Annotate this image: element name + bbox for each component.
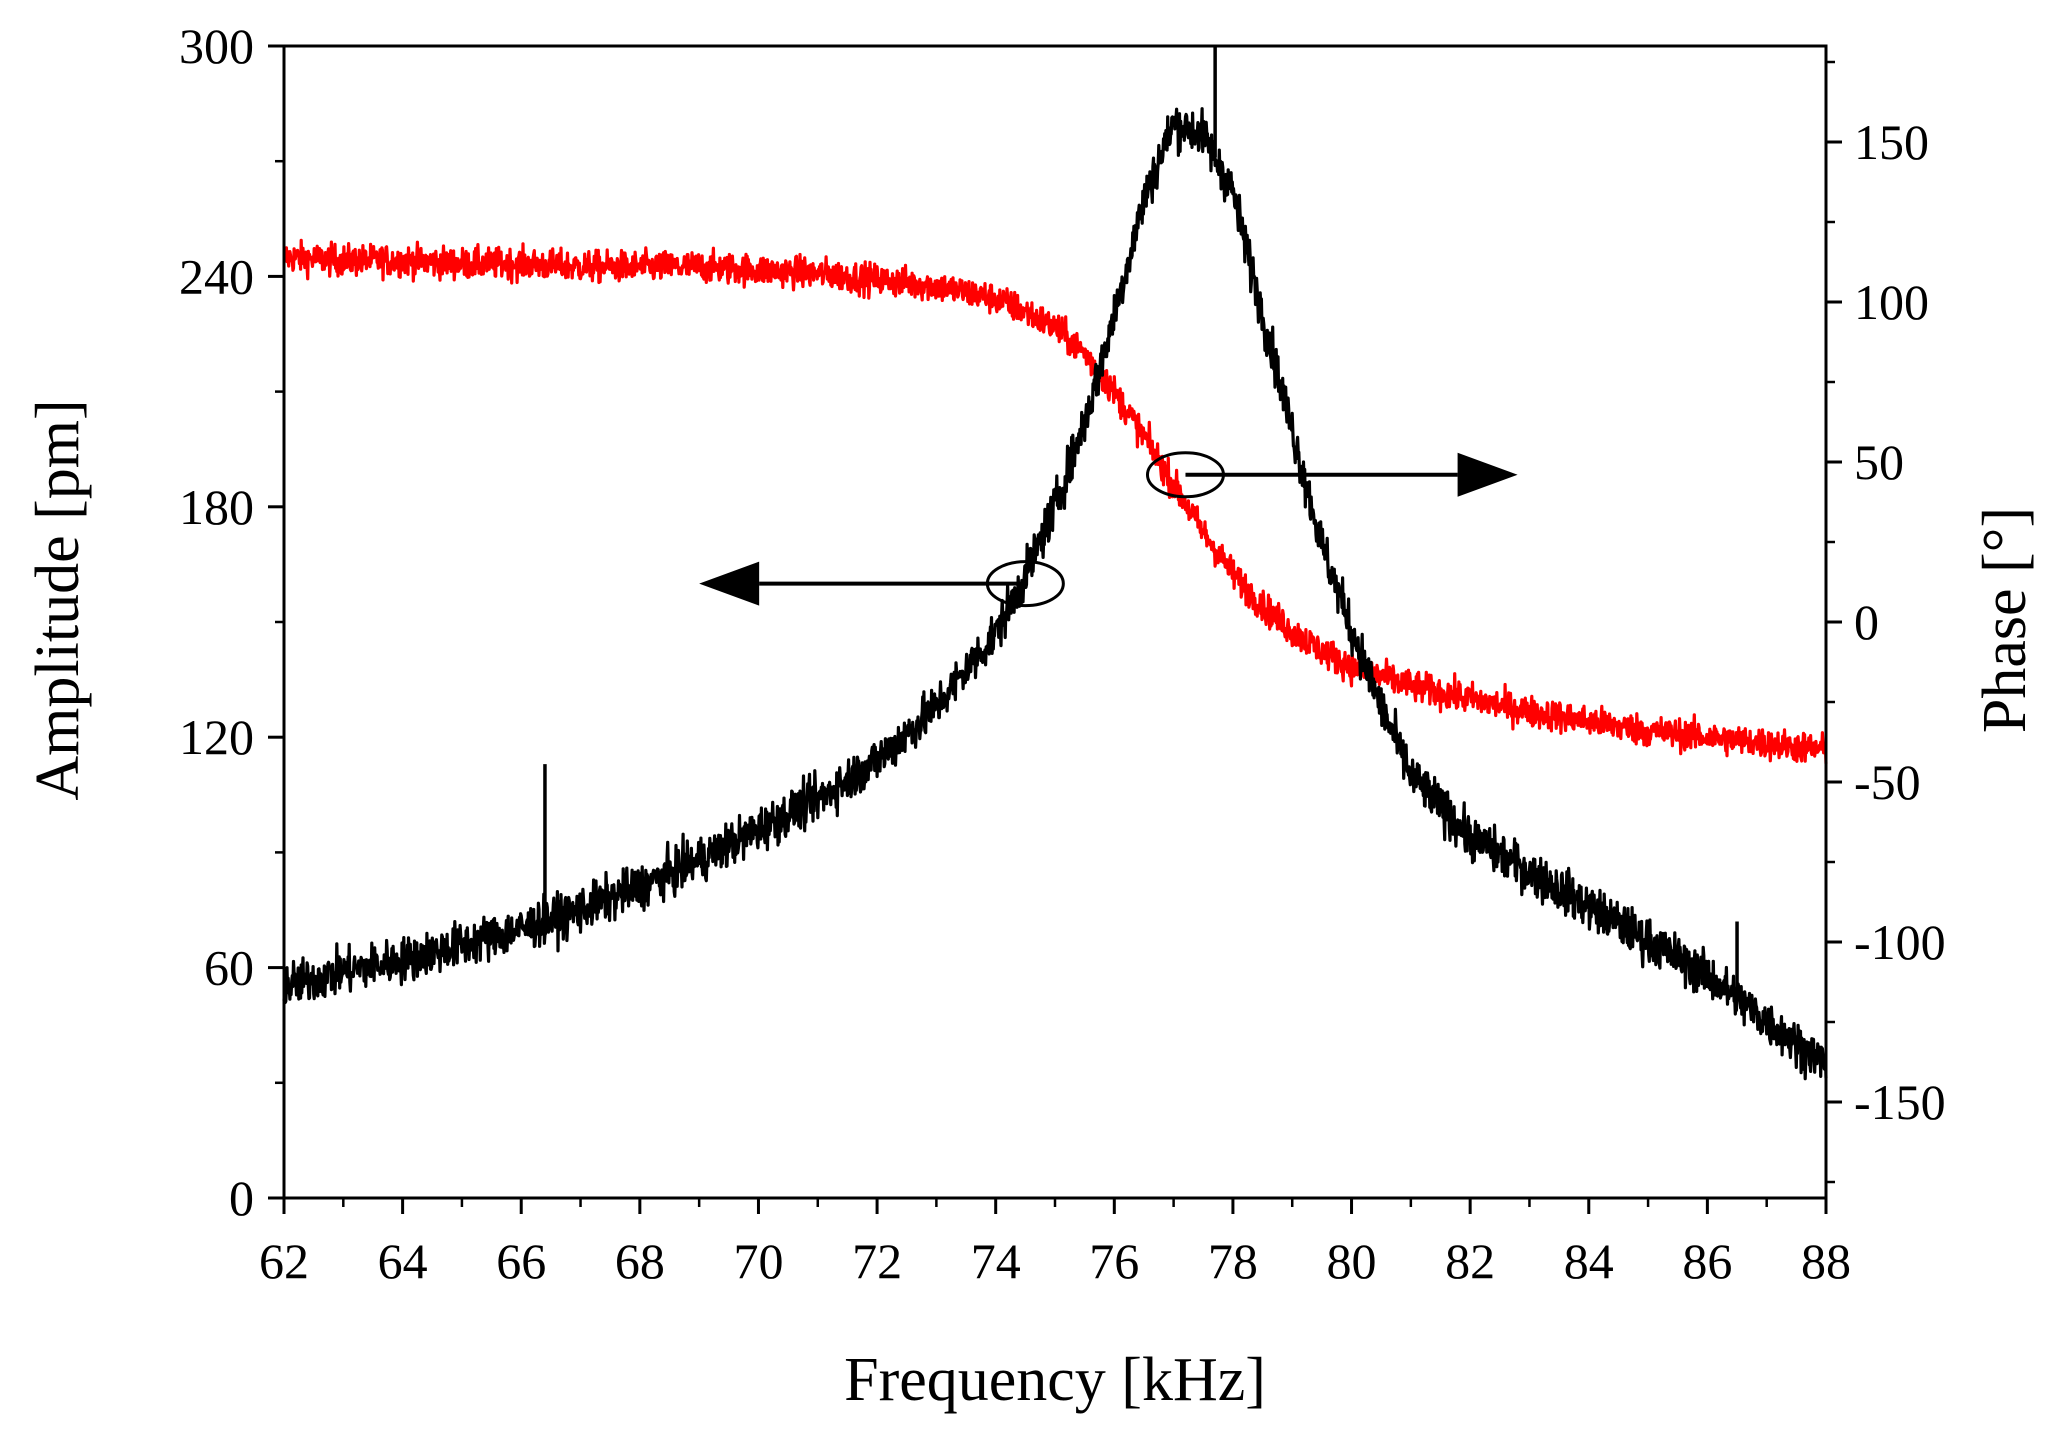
- plot-frame: [282, 44, 1828, 1200]
- x-tick-label: 86: [1682, 1233, 1732, 1289]
- x-tick-label: 70: [733, 1233, 783, 1289]
- phase-series-line: [282, 238, 1828, 764]
- y-tick-label: 240: [179, 248, 254, 304]
- x-tick-label: 74: [971, 1233, 1021, 1289]
- x-tick-label: 88: [1801, 1233, 1851, 1289]
- x-tick-label: 66: [496, 1233, 546, 1289]
- y2-tick-label: 150: [1854, 114, 1929, 170]
- y2-tick-label: 0: [1854, 594, 1879, 650]
- y2-tick-label: -50: [1854, 754, 1921, 810]
- x-tick-label: 84: [1564, 1233, 1614, 1289]
- amplitude-series-line: [282, 107, 1828, 1081]
- x-tick-label: 80: [1327, 1233, 1377, 1289]
- x-tick-label: 62: [259, 1233, 309, 1289]
- y-tick-label: 300: [179, 18, 254, 74]
- y2-axis-title: Phase [°]: [1971, 507, 2039, 733]
- x-tick-label: 76: [1089, 1233, 1139, 1289]
- x-tick-label: 78: [1208, 1233, 1258, 1289]
- y2-tick-label: -150: [1854, 1074, 1946, 1130]
- annotation-arrowhead-left: [699, 561, 760, 606]
- x-axis-title: Frequency [kHz]: [844, 1346, 1266, 1414]
- y-tick-label: 60: [204, 940, 254, 996]
- y-axis-title: Amplitude [pm]: [24, 399, 92, 800]
- y-tick-label: 120: [179, 709, 254, 765]
- x-tick-label: 82: [1445, 1233, 1495, 1289]
- y2-tick-label: 100: [1854, 274, 1929, 330]
- x-tick-label: 68: [615, 1233, 665, 1289]
- y-tick-label: 180: [179, 479, 254, 535]
- annotation-arrowhead-right: [1457, 452, 1518, 497]
- x-tick-label: 64: [378, 1233, 428, 1289]
- y-tick-label: 0: [229, 1170, 254, 1226]
- y2-tick-label: -100: [1854, 914, 1946, 970]
- x-tick-label: 72: [852, 1233, 902, 1289]
- y2-tick-label: 50: [1854, 434, 1904, 490]
